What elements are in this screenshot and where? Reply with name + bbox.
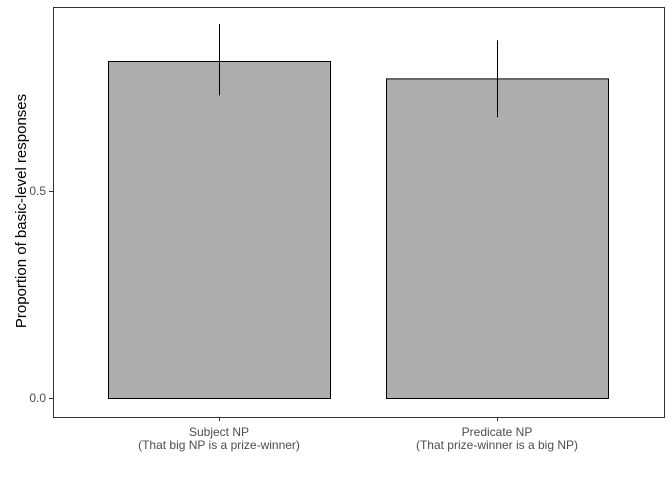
bar-1	[108, 61, 331, 400]
y-axis-title: Proportion of basic-level responses	[13, 94, 30, 328]
y-tick-label: 0.5	[29, 184, 46, 198]
x-tick-label: Predicate NP (That prize-winner is a big …	[416, 425, 578, 452]
error-bars-group	[219, 24, 498, 118]
bars-group	[108, 61, 609, 400]
y-axis: 0.0 0.5	[29, 184, 53, 405]
x-tick-label: Subject NP (That big NP is a prize-winner…	[138, 425, 300, 452]
plot-panel-border	[53, 7, 665, 418]
x-axis: Subject NP (That big NP is a prize-winner…	[138, 417, 578, 452]
bar-2	[386, 78, 609, 399]
y-tick-label: 0.0	[29, 391, 46, 405]
